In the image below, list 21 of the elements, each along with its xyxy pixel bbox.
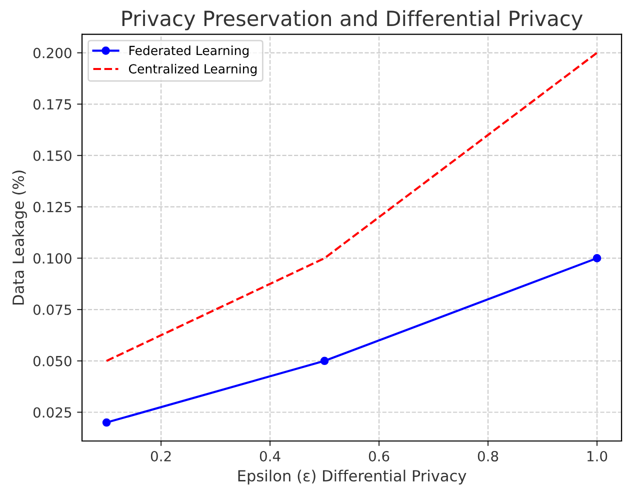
x-tick-label: 0.6: [368, 450, 390, 462]
point: [320, 356, 329, 366]
y-tick-label: 0.100: [33, 253, 72, 264]
x-tick-label: 0.2: [150, 450, 171, 462]
y-tick-label: 0.175: [33, 99, 72, 110]
y-tick-label: 0.125: [33, 202, 72, 212]
legend-label: Federated Learning: [130, 46, 249, 58]
x-tick-label: 0.4: [260, 450, 280, 462]
y-tick-label: 0.075: [33, 304, 72, 316]
x-tick-label: 0.8: [478, 450, 498, 462]
y-tick-label: 0.200: [33, 48, 72, 58]
chart-title: Privacy Preservation and Differential Privacy: [122, 10, 583, 30]
y-tick-label: 0.025: [33, 407, 72, 418]
point: [592, 254, 602, 262]
y-axis-title: Data Leakage (%): [12, 170, 27, 304]
y-tick-label: 0.150: [33, 150, 72, 161]
x-tick-label: 1.0: [587, 450, 608, 462]
point: [102, 418, 111, 427]
x-axis-title: Epsilon (ε) Differential Privacy: [238, 470, 466, 485]
y-tick-label: 0.050: [33, 356, 72, 366]
legend-label: Centralized Learning: [128, 64, 257, 76]
